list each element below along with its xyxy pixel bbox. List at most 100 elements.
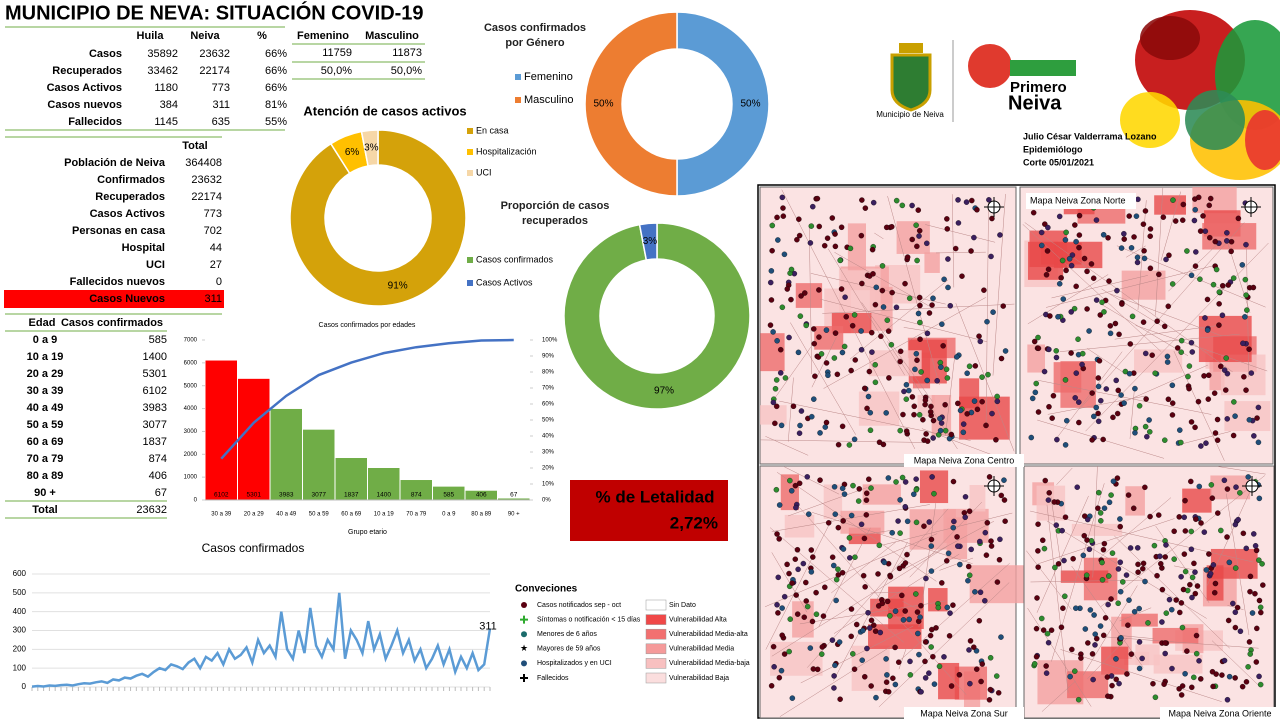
map-case <box>841 491 848 497</box>
map-case <box>1043 272 1050 278</box>
map-case <box>911 403 917 410</box>
y2-tick-label: 10% <box>542 482 555 488</box>
map-case <box>1198 520 1204 526</box>
lethality-title: % de Letalidad <box>595 487 714 506</box>
map-case <box>893 479 899 485</box>
map-case <box>1187 581 1193 588</box>
map-street <box>1100 475 1266 607</box>
map-case <box>1189 684 1195 691</box>
map-case <box>1162 554 1168 560</box>
map-case <box>829 554 836 560</box>
legend-label: Vulnerabilidad Media-alta <box>669 631 748 638</box>
map-case <box>928 644 934 650</box>
map-case <box>1260 582 1266 588</box>
map-case <box>832 330 839 336</box>
map-case <box>1100 632 1107 639</box>
legend-label: Vulnerabilidad Media-baja <box>669 660 750 667</box>
map-case <box>850 651 856 657</box>
map-case <box>974 406 981 413</box>
map-case <box>867 409 874 416</box>
map-case <box>944 226 951 232</box>
y2-tick-label: 90% <box>542 354 555 360</box>
map-case <box>811 340 818 347</box>
map-case <box>1033 380 1039 387</box>
map-case <box>1224 230 1230 236</box>
map-case <box>1174 345 1181 351</box>
map-case <box>1041 368 1048 375</box>
map-street <box>1022 224 1162 352</box>
map-case <box>1105 601 1111 608</box>
map-case <box>1243 545 1250 552</box>
map-case <box>1105 693 1111 699</box>
cell: 384 <box>160 99 178 111</box>
map-case <box>1158 560 1164 567</box>
map-case <box>983 552 990 558</box>
map-label: Mapa Neiva Zona Sur <box>920 708 1008 718</box>
map-case <box>1095 375 1102 381</box>
map-case <box>917 302 923 309</box>
map-case <box>1156 271 1162 278</box>
map-case <box>864 645 870 652</box>
x-tick-label: 20 a 29 <box>244 512 265 518</box>
map-case <box>1135 569 1141 575</box>
map-case <box>906 295 913 302</box>
map-case <box>1173 597 1179 603</box>
table-header: Edad <box>29 317 56 329</box>
map-case <box>950 524 956 531</box>
map-street <box>945 353 956 436</box>
map-case <box>902 560 909 566</box>
map-street <box>834 252 929 307</box>
map-case <box>977 338 984 345</box>
map-case <box>947 303 954 309</box>
y-tick-label: 7000 <box>184 338 198 344</box>
map-case <box>944 216 950 222</box>
cell: 66% <box>265 48 287 60</box>
map-case <box>1169 400 1176 406</box>
map-case <box>1234 604 1241 611</box>
map-case <box>989 215 995 222</box>
map-case <box>884 598 891 605</box>
y2-tick-label: 80% <box>542 370 555 376</box>
map-case <box>1121 236 1127 242</box>
map-case <box>784 561 790 568</box>
map-case <box>885 689 892 695</box>
map-zone <box>924 252 940 273</box>
map-case <box>918 689 924 695</box>
map-case <box>1044 248 1051 254</box>
map-case <box>895 659 902 665</box>
map-case <box>922 639 929 645</box>
map-street <box>773 343 814 401</box>
map-case <box>885 328 892 334</box>
map-case <box>807 240 814 246</box>
bar <box>433 486 465 500</box>
map-case <box>1159 619 1165 625</box>
data-label: 50% <box>740 99 760 110</box>
map-case <box>786 334 792 341</box>
map-case <box>825 520 832 526</box>
map-case <box>1257 681 1264 688</box>
map-case <box>870 271 876 277</box>
map-case <box>1056 213 1063 220</box>
map-case <box>1193 249 1199 255</box>
map-case <box>842 294 848 300</box>
bar <box>303 429 335 500</box>
map-case <box>1214 416 1221 423</box>
map-case <box>796 216 802 222</box>
map-case <box>904 518 911 525</box>
chart-title: Casos confirmados <box>202 541 305 555</box>
map-case <box>794 236 800 243</box>
map-case <box>792 482 799 489</box>
map-case <box>907 672 914 678</box>
map-case <box>1096 489 1102 496</box>
map-street <box>1024 222 1233 373</box>
map-case <box>1232 521 1239 528</box>
map-street <box>883 512 1013 546</box>
row-label: Casos Activos <box>90 208 165 220</box>
map-case <box>911 411 917 418</box>
map-case <box>928 536 935 543</box>
map-case <box>837 257 843 264</box>
map-case <box>1151 542 1158 549</box>
map-case <box>1125 622 1131 628</box>
map-zone <box>784 514 815 538</box>
